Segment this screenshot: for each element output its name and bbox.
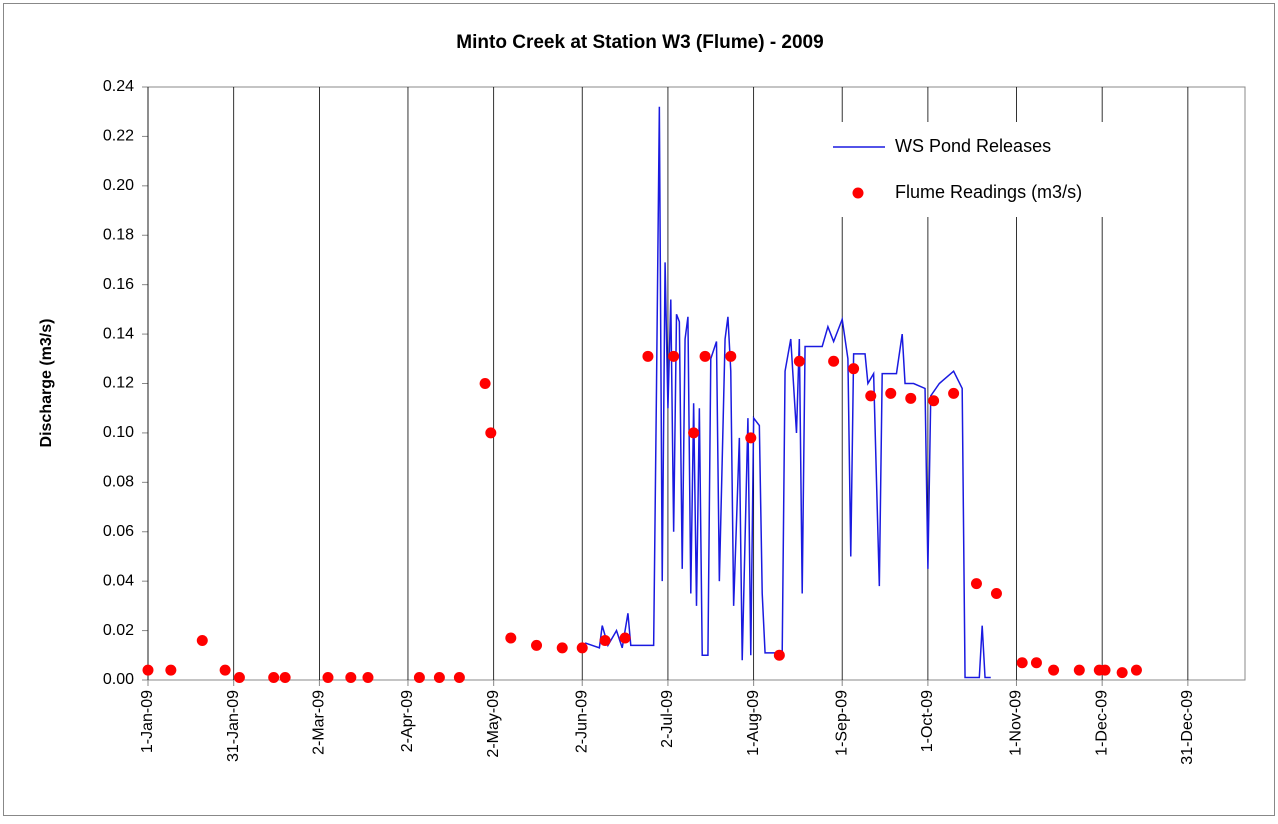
y-tick-label: 0.06 <box>103 523 134 540</box>
y-tick-label: 0.04 <box>103 572 134 589</box>
scatter-point <box>433 672 445 684</box>
legend-label: Flume Readings (m3/s) <box>895 182 1082 202</box>
scatter-point <box>505 632 517 644</box>
scatter-point <box>362 672 374 684</box>
scatter-point <box>642 350 654 362</box>
scatter-point <box>905 392 917 404</box>
chart-title: Minto Creek at Station W3 (Flume) - 2009 <box>456 32 823 53</box>
scatter-point <box>165 664 177 676</box>
scatter-point <box>1099 664 1111 676</box>
x-tick-label: 1-Dec-09 <box>1093 690 1110 756</box>
scatter-point <box>531 639 543 651</box>
scatter-point <box>885 387 897 399</box>
scatter-point <box>1130 664 1142 676</box>
x-tick-label: 1-Sep-09 <box>833 690 850 756</box>
scatter-point <box>668 350 680 362</box>
scatter-point <box>142 664 154 676</box>
scatter-point <box>725 350 737 362</box>
scatter-point <box>485 427 497 439</box>
scatter-point <box>699 350 711 362</box>
scatter-point <box>556 642 568 654</box>
scatter-point <box>773 649 785 661</box>
scatter-point <box>990 588 1002 600</box>
y-tick-label: 0.12 <box>103 375 134 392</box>
x-tick-label: 2-May-09 <box>485 690 502 758</box>
y-tick-label: 0.10 <box>103 424 134 441</box>
y-tick-label: 0.22 <box>103 128 134 145</box>
line-series <box>584 106 991 679</box>
scatter-point <box>1116 667 1128 679</box>
scatter-point <box>196 634 208 646</box>
scatter-point <box>599 634 611 646</box>
x-tick-label: 1-Jan-09 <box>139 690 156 753</box>
scatter-point <box>322 672 334 684</box>
scatter-point <box>688 427 700 439</box>
scatter-point <box>828 355 840 367</box>
scatter-point <box>453 672 465 684</box>
x-tick-label: 1-Oct-09 <box>919 690 936 752</box>
legend-box <box>815 122 1160 217</box>
scatter-point <box>413 672 425 684</box>
x-tick-label: 1-Nov-09 <box>1008 690 1025 756</box>
y-tick-label: 0.14 <box>103 325 134 342</box>
y-axis-title: Discharge (m3/s) <box>38 319 55 448</box>
y-tick-label: 0.00 <box>103 671 134 688</box>
scatter-point <box>865 390 877 402</box>
x-tick-label: 2-Mar-09 <box>311 690 328 755</box>
scatter-point <box>928 395 940 407</box>
legend-label: WS Pond Releases <box>895 136 1051 156</box>
y-tick-label: 0.24 <box>103 78 134 95</box>
legend-swatch <box>852 187 864 199</box>
x-tick-label: 2-Apr-09 <box>399 690 416 752</box>
scatter-point <box>948 387 960 399</box>
scatter-point <box>479 378 491 389</box>
scatter-point <box>1030 657 1042 669</box>
scatter-point <box>970 578 982 590</box>
scatter-point <box>345 672 357 684</box>
scatter-point <box>1048 664 1060 676</box>
scatter-point <box>219 664 231 676</box>
scatter-point <box>1073 664 1085 676</box>
scatter-point <box>233 672 245 684</box>
x-tick-label: 31-Dec-09 <box>1179 690 1196 765</box>
scatter-point <box>279 672 291 684</box>
y-tick-label: 0.16 <box>103 276 134 293</box>
y-tick-label: 0.18 <box>103 226 134 243</box>
scatter-point <box>848 363 860 375</box>
x-tick-label: 2-Jul-09 <box>659 690 676 748</box>
y-tick-label: 0.02 <box>103 622 134 639</box>
scatter-point <box>745 432 757 444</box>
x-tick-label: 1-Aug-09 <box>745 690 762 756</box>
x-tick-label: 2-Jun-09 <box>573 690 590 753</box>
scatter-point <box>1016 657 1028 669</box>
y-tick-label: 0.08 <box>103 474 134 491</box>
scatter-point <box>576 642 588 654</box>
scatter-point <box>619 632 631 644</box>
scatter-point <box>793 355 805 367</box>
y-tick-label: 0.20 <box>103 177 134 194</box>
scatter-point <box>268 672 280 684</box>
x-tick-label: 31-Jan-09 <box>225 690 242 762</box>
